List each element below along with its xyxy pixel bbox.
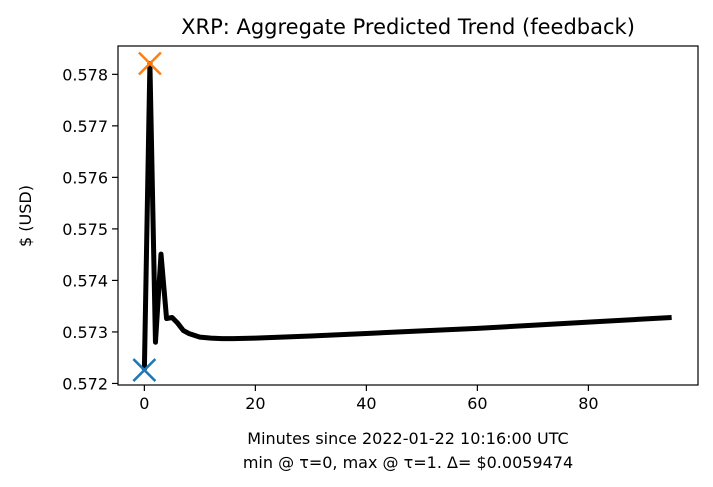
y-tick-label: 0.576 [62, 168, 108, 187]
chart-title: XRP: Aggregate Predicted Trend (feedback… [181, 15, 635, 39]
y-tick-label: 0.577 [62, 117, 108, 136]
x-tick-label: 0 [139, 394, 149, 413]
x-axis-ticks: 0 20 40 60 80 [139, 385, 599, 413]
y-tick-label: 0.573 [62, 323, 108, 342]
plot-area [117, 45, 699, 386]
series-line [141, 61, 672, 371]
x-axis-label: Minutes since 2022-01-22 10:16:00 UTC [247, 429, 568, 448]
y-axis-label: $ (USD) [16, 185, 35, 247]
x-tick-label: 60 [467, 394, 487, 413]
x-tick-label: 20 [245, 394, 265, 413]
x-axis-label-line2: min @ τ=0, max @ τ=1. Δ= $0.0059474 [243, 453, 573, 472]
y-tick-label: 0.572 [62, 374, 108, 393]
x-tick-label: 80 [578, 394, 598, 413]
max-marker [138, 51, 162, 76]
min-marker [132, 358, 157, 382]
y-tick-label: 0.575 [62, 220, 108, 239]
y-axis-ticks: 0.572 0.573 0.574 0.575 0.576 0.577 0.578 [62, 65, 118, 393]
y-tick-label: 0.574 [62, 271, 108, 290]
axes-frame [117, 45, 699, 386]
x-tick-label: 40 [356, 394, 376, 413]
y-tick-label: 0.578 [62, 65, 108, 84]
